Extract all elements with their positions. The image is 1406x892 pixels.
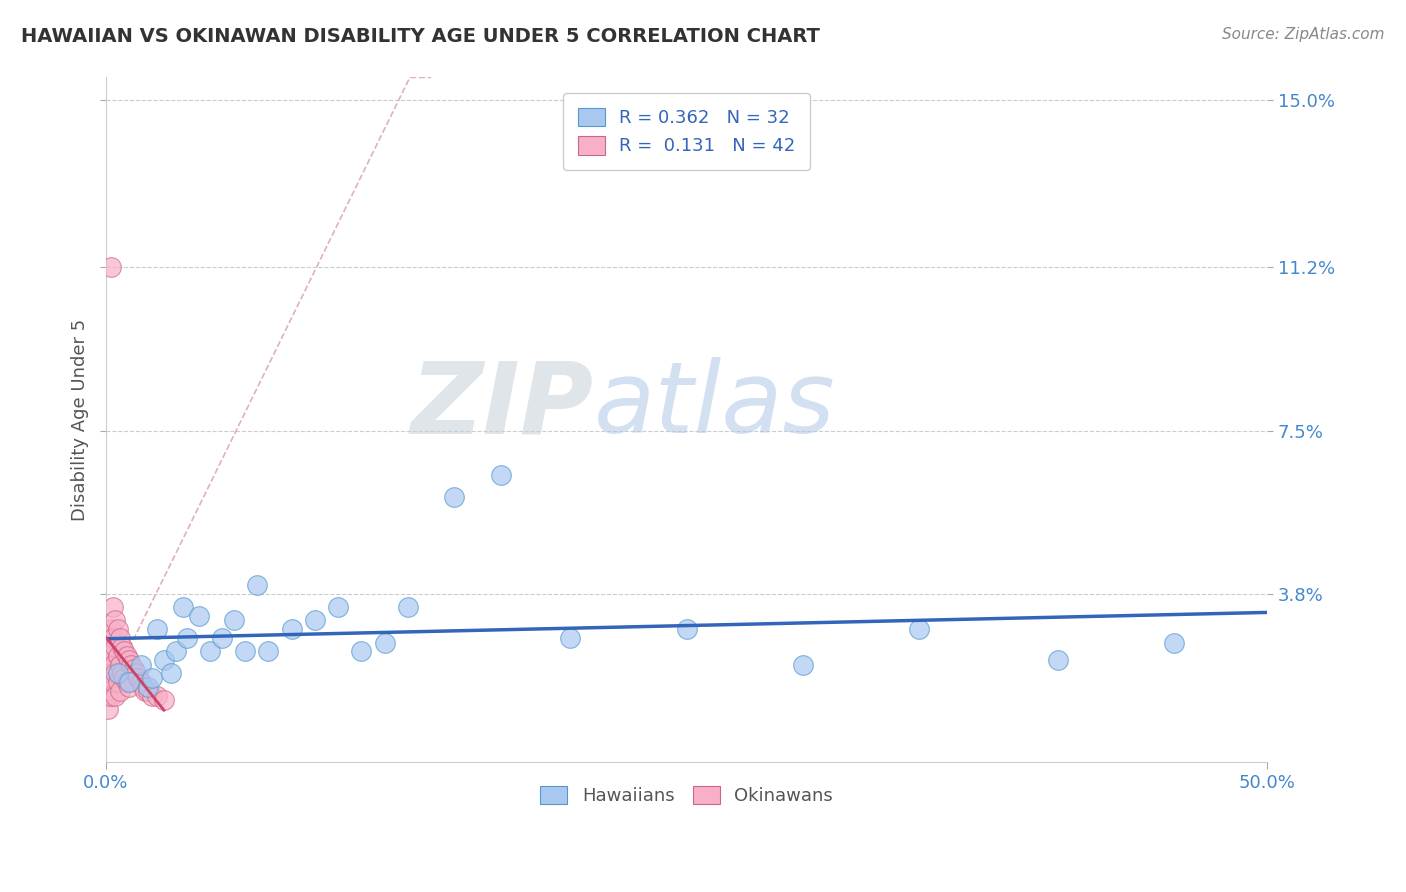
Point — [122, 662, 145, 676]
Point — [118, 675, 141, 690]
Point — [257, 644, 280, 658]
Point — [129, 675, 152, 690]
Point — [280, 623, 302, 637]
Point — [172, 600, 194, 615]
Point — [114, 671, 136, 685]
Point — [100, 666, 122, 681]
Point — [350, 644, 373, 658]
Point — [136, 680, 159, 694]
Point — [560, 631, 582, 645]
Point — [100, 623, 122, 637]
Point — [200, 644, 222, 658]
Point — [136, 684, 159, 698]
Point — [675, 623, 697, 637]
Text: HAWAIIAN VS OKINAWAN DISABILITY AGE UNDER 5 CORRELATION CHART: HAWAIIAN VS OKINAWAN DISABILITY AGE UNDE… — [21, 27, 820, 45]
Point — [115, 648, 138, 663]
Point — [1163, 635, 1185, 649]
Point — [108, 631, 131, 645]
Point — [97, 689, 120, 703]
Point — [100, 689, 122, 703]
Point — [97, 631, 120, 645]
Point — [908, 623, 931, 637]
Point — [125, 666, 148, 681]
Point — [134, 684, 156, 698]
Point — [304, 614, 326, 628]
Point — [489, 467, 512, 482]
Point — [129, 657, 152, 672]
Point — [187, 609, 209, 624]
Point — [328, 600, 350, 615]
Point — [101, 675, 124, 690]
Point — [1047, 653, 1070, 667]
Point — [146, 689, 169, 703]
Point — [132, 680, 155, 694]
Point — [101, 600, 124, 615]
Point — [97, 657, 120, 672]
Point — [107, 648, 129, 663]
Point — [107, 675, 129, 690]
Point — [233, 644, 256, 658]
Point — [153, 653, 176, 667]
Point — [104, 689, 127, 703]
Point — [108, 657, 131, 672]
Point — [176, 631, 198, 645]
Point — [160, 666, 183, 681]
Point — [104, 640, 127, 654]
Point — [111, 666, 134, 681]
Point — [107, 666, 129, 681]
Point — [141, 671, 163, 685]
Point — [146, 623, 169, 637]
Point — [97, 675, 120, 690]
Point — [211, 631, 233, 645]
Point — [108, 684, 131, 698]
Point — [141, 689, 163, 703]
Point — [246, 578, 269, 592]
Point — [111, 640, 134, 654]
Point — [127, 671, 149, 685]
Legend: Hawaiians, Okinawans: Hawaiians, Okinawans — [531, 777, 842, 814]
Point — [222, 614, 245, 628]
Point — [118, 680, 141, 694]
Point — [115, 675, 138, 690]
Point — [101, 631, 124, 645]
Point — [153, 693, 176, 707]
Point — [443, 490, 465, 504]
Text: Source: ZipAtlas.com: Source: ZipAtlas.com — [1222, 27, 1385, 42]
Point — [100, 260, 122, 275]
Point — [374, 635, 396, 649]
Point — [165, 644, 187, 658]
Point — [104, 666, 127, 681]
Point — [114, 644, 136, 658]
Point — [100, 644, 122, 658]
Y-axis label: Disability Age Under 5: Disability Age Under 5 — [72, 318, 89, 521]
Point — [104, 614, 127, 628]
Point — [118, 653, 141, 667]
Text: atlas: atlas — [593, 358, 835, 454]
Point — [97, 702, 120, 716]
Point — [396, 600, 419, 615]
Point — [107, 623, 129, 637]
Point — [792, 657, 814, 672]
Point — [101, 657, 124, 672]
Point — [120, 657, 142, 672]
Text: ZIP: ZIP — [411, 358, 593, 454]
